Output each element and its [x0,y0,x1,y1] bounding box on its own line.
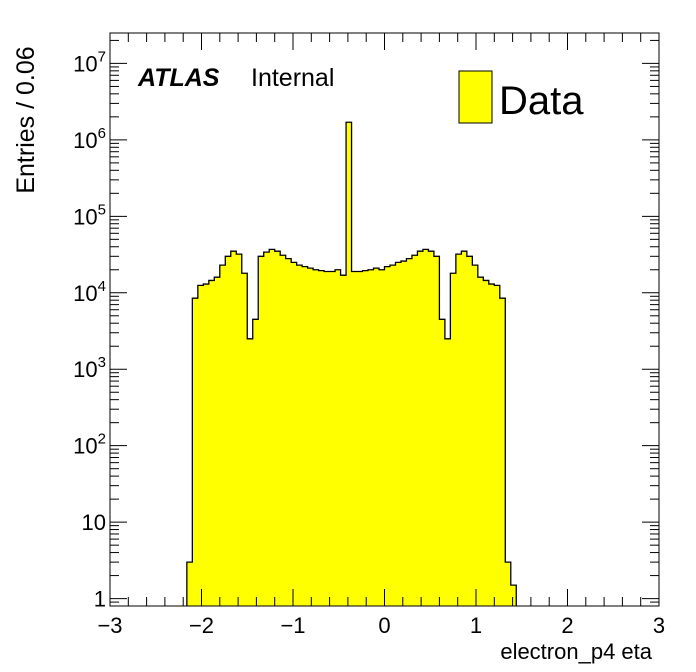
histogram-bar [406,258,413,606]
histogram-bar [280,255,287,607]
histogram-bar [302,266,309,606]
histogram-bar [219,265,226,606]
histogram-bar [230,251,237,606]
atlas-sublabel: Internal [251,64,334,92]
histogram-bar [488,284,495,606]
y-axis-label: Entries / 0.06 [12,46,40,193]
x-tick-label: 2 [561,613,573,638]
histogram-bar [340,275,347,606]
histogram-bar [499,298,506,606]
histogram-bar [472,265,479,606]
histogram-bar [455,254,462,607]
histogram-bar [433,256,440,606]
x-tick-label: 0 [378,613,390,638]
histogram-bar [450,273,457,606]
histogram-bar [411,255,418,607]
y-tick-label: 1 [94,587,106,612]
histogram-bar [263,252,270,606]
axes [109,32,660,607]
histogram-bar [373,268,380,606]
x-axis-label: electron_p4 eta [500,639,652,664]
histogram-bar [203,284,210,606]
histogram-bar [258,256,265,606]
histogram-bar [225,256,232,606]
atlas-label: ATLAS [137,64,220,92]
x-tick-label: 1 [470,613,482,638]
legend-swatch [458,70,493,124]
histogram-bar [510,585,517,606]
histogram-bar [324,271,330,606]
y-tick-label: 107 [73,48,106,76]
histogram-bar [483,280,490,606]
histogram-bar [494,285,501,606]
histogram-bar [505,562,512,606]
histogram-bar [192,298,199,606]
histogram-bar [296,265,303,606]
histogram-bar [274,251,281,606]
x-tick-label: 3 [653,613,665,638]
legend: Data [458,70,584,124]
legend-entry-data: Data [499,79,584,123]
histogram-bar [466,256,473,606]
y-tick-label: 105 [73,201,106,229]
histogram-bar [307,268,314,606]
histogram-bar [236,254,243,607]
x-tick-label: −1 [280,613,305,638]
histogram-bar [400,261,407,606]
y-tick-label: 102 [73,431,106,459]
y-tick-label: 104 [73,278,106,306]
histogram-bar [247,338,254,606]
histogram-bar [269,249,276,606]
histogram-bar [439,319,446,606]
histogram-bars [186,121,517,607]
histogram-bar [214,277,221,606]
histogram-bar [461,251,468,606]
histogram-bar [357,271,363,606]
histogram-bar [368,269,374,606]
x-tick-label: −2 [189,613,214,638]
histogram-bar [208,280,215,606]
histogram-bar [444,338,451,606]
histogram-bar [241,273,248,606]
histogram-bar [428,251,435,606]
histogram-bar [351,271,358,606]
histogram-bar [346,122,352,607]
histogram-bar [362,270,369,606]
y-tick-label: 106 [73,125,106,153]
y-tick-label: 10 [82,510,106,535]
histogram-bar [285,258,292,606]
y-tick-label: 103 [73,354,106,382]
histogram-bar [313,269,320,606]
histogram-bar [477,277,484,606]
histogram-bar [186,562,193,606]
histogram-bar [197,285,204,606]
histogram-bar [384,266,391,606]
histogram-bar [318,270,325,606]
histogram-bar [395,262,402,606]
tick-labels: −3 −2 −1 0 1 2 3 1 10 102 103 104 105 106 107 [73,48,665,638]
x-tick-label: −3 [97,613,122,638]
histogram-bar [417,251,424,606]
histogram-bar [389,265,396,606]
histogram-bar [252,319,259,606]
histogram-bar [329,271,336,606]
histogram-bar [335,269,341,606]
histogram-bar [291,262,298,606]
histogram-outline [186,121,517,606]
histogram-bar [379,269,385,606]
histogram-bar [422,249,429,606]
